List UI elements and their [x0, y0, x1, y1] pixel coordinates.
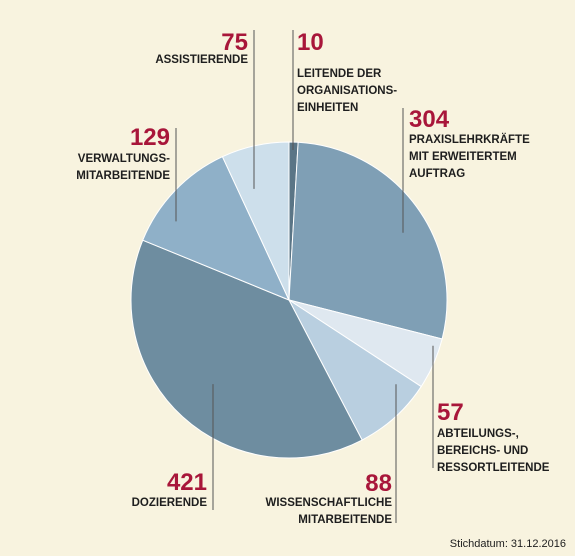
slice-value-2: 57 [437, 399, 464, 426]
slice-value-4: 421 [167, 469, 207, 496]
pie-slice-5 [142, 156, 290, 301]
slice-label-1-0: PRAXISLEHRKRÄFTE [409, 133, 530, 146]
slice-label-5-1: MITARBEITENDE [76, 170, 170, 182]
slice-value-3: 88 [365, 470, 392, 497]
slice-label-1-2: AUFTRAG [409, 168, 465, 180]
pie-slice-4 [130, 239, 363, 459]
slice-label-0-1: ORGANISATIONS- [297, 85, 397, 97]
slice-value-5: 129 [130, 124, 170, 151]
pie-slice-6 [221, 141, 290, 301]
slice-label-0-2: EINHEITEN [297, 102, 358, 114]
slice-label-1-1: MIT ERWEITERTEM [409, 151, 517, 163]
slice-label-5-0: VERWALTUNGS- [78, 153, 170, 165]
pie-slice-1 [288, 141, 448, 340]
footnote: Stichdatum: 31.12.2016 [450, 538, 566, 550]
slice-label-4-0: DOZIERENDE [132, 497, 208, 509]
slice-label-3-0: WISSENSCHAFTLICHE [266, 497, 393, 509]
slice-label-2-0: ABTEILUNGS-, [437, 428, 519, 440]
slice-label-2-2: RESSORTLEITENDE [437, 462, 550, 474]
slice-label-3-1: MITARBEITENDE [298, 514, 392, 526]
slice-value-1: 304 [409, 106, 450, 133]
leader-lines [175, 30, 434, 523]
slice-labels: 10 LEITENDE DER ORGANISATIONS- EINHEITEN 304… [76, 29, 549, 526]
slice-label-0-0: LEITENDE DER [297, 68, 382, 80]
slice-value-6: 75 [221, 29, 248, 56]
slice-value-0: 10 [297, 29, 324, 56]
slice-label-6-0: ASSISTIERENDE [155, 54, 248, 66]
pie-slices [130, 141, 448, 459]
slice-label-2-1: BEREICHS- UND [437, 445, 528, 457]
